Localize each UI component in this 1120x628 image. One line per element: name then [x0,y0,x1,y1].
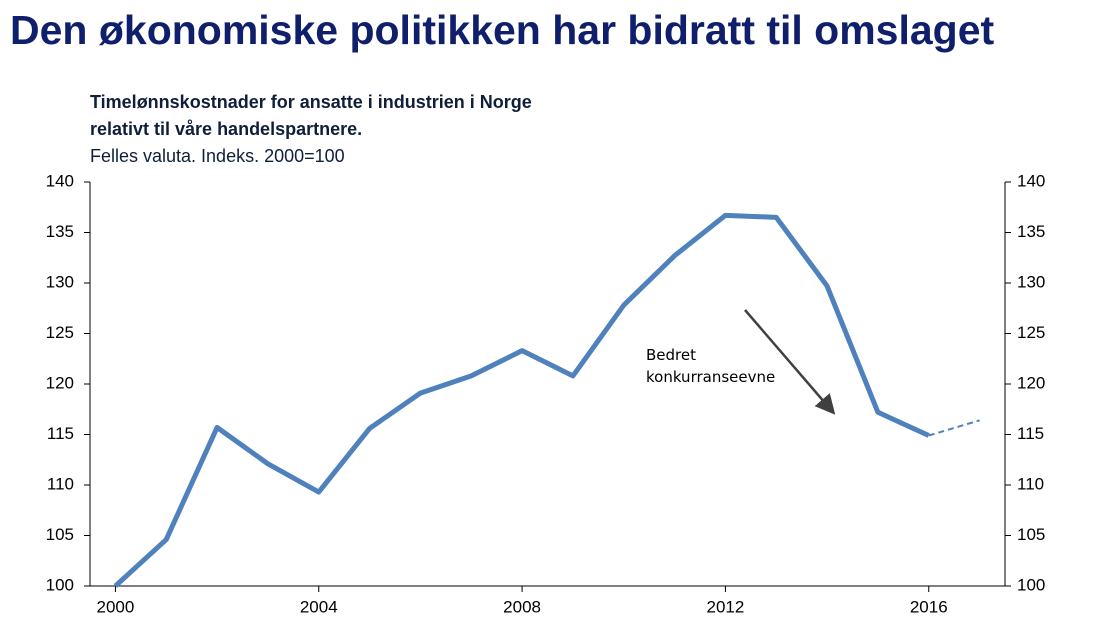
y-tick-label: 115 [47,424,74,443]
data-line [113,212,930,588]
y2-tick-label: 105 [1017,525,1045,544]
y-tick-label: 110 [47,474,74,493]
y2-tick-label: 130 [1017,272,1045,291]
chart-title: Den økonomiske politikken har bidratt ti… [10,7,995,53]
y2-tick-label: 110 [1017,474,1044,493]
y2-tick-label: 100 [1017,575,1045,594]
x-tick-label: 2008 [503,597,541,616]
y2-tick-label: 140 [1017,171,1045,190]
y-tick-label: 100 [46,575,74,594]
y-tick-label: 140 [46,171,74,190]
x-tick-label: 2016 [910,597,948,616]
annotation: Bedret konkurranseevne [646,346,776,386]
y2-tick-label: 135 [1017,222,1045,241]
x-tick-label: 2004 [300,597,338,616]
y2-tick-label: 115 [1017,424,1044,443]
x-tick-label: 2012 [707,597,745,616]
x-tick-label: 2000 [97,597,135,616]
y-tick-label: 135 [46,222,74,241]
data-line [928,419,980,437]
y-tick-label: 120 [46,373,74,392]
y-tick-label: 105 [46,525,74,544]
y2-tick-label: 120 [1017,373,1045,392]
y2-tick-label: 125 [1017,323,1045,342]
subtitle: relativt til våre handelspartnere. [90,119,362,139]
note: Felles valuta. Indeks. 2000=100 [90,146,345,166]
y-tick-label: 125 [46,323,74,342]
subtitle: Timelønnskostnader for ansatte i industr… [90,92,532,112]
y-tick-label: 130 [46,272,74,291]
arrow [744,309,836,415]
